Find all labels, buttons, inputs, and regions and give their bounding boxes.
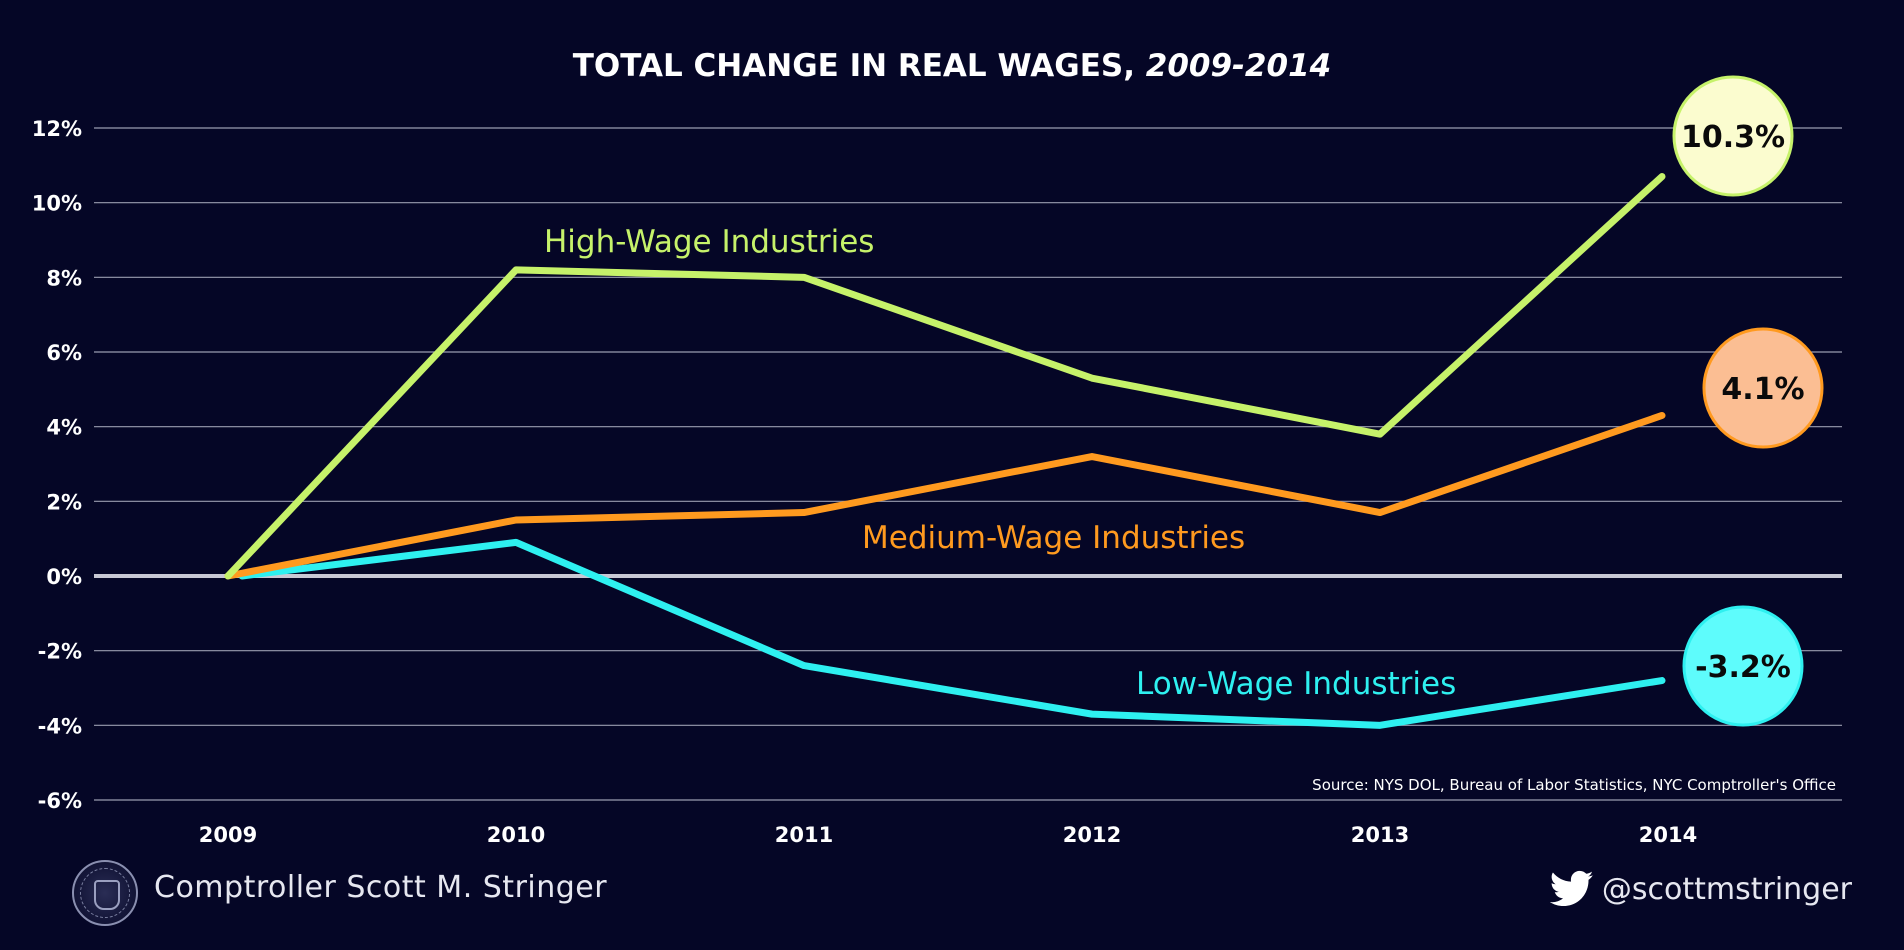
end-value-bubbles: 10.3% 4.1% -3.2% [1672,75,1824,727]
series-labels: High-Wage Industries Medium-Wage Industr… [544,224,1456,702]
series-label-high: High-Wage Industries [544,224,874,260]
series-lines [224,173,1666,729]
end-value-label: -3.2% [1695,650,1791,685]
y-tick-label: 6% [46,341,82,365]
series-label-medium: Medium-Wage Industries [862,520,1245,556]
end-value-label: 4.1% [1721,372,1804,407]
source-note: Source: NYS DOL, Bureau of Labor Statist… [1312,776,1836,794]
x-tick-label: 2010 [487,823,545,847]
y-tick-label: 0% [46,565,82,589]
x-tick-label: 2011 [775,823,833,847]
series-line [238,538,1666,729]
series-line [224,411,1666,580]
y-tick-label: 12% [32,117,82,141]
footer: Comptroller Scott M. Stringer @scottmstr… [0,840,1904,950]
y-tick-label: -2% [38,640,82,664]
x-tick-label: 2014 [1639,823,1697,847]
end-value-bubble [1682,605,1804,727]
twitter-handle[interactable]: @scottmstringer [1601,872,1852,907]
y-tick-label: 8% [46,266,82,290]
series-label-low: Low-Wage Industries [1136,666,1456,702]
comptroller-name: Comptroller Scott M. Stringer [154,870,608,905]
y-tick-label: -4% [38,714,82,738]
x-tick-label: 2013 [1351,823,1409,847]
y-tick-label: -6% [38,789,82,813]
y-tick-label: 4% [46,416,82,440]
end-value-bubble [1672,75,1794,197]
x-tick-label: 2009 [199,823,257,847]
end-value-bubble [1702,327,1824,449]
x-tick-label: 2012 [1063,823,1121,847]
x-axis: 2009 2010 2011 2012 2013 2014 [199,823,1697,847]
gridlines [94,127,1842,801]
y-tick-label: 10% [32,192,82,216]
city-seal-icon [72,860,138,926]
y-tick-label: 2% [46,490,82,514]
end-value-label: 10.3% [1681,120,1785,155]
y-axis: -6% -4% -2% 0% 2% 4% 6% 8% 10% 12% [32,117,82,813]
series-line [224,173,1666,580]
chart-title: TOTAL CHANGE IN REAL WAGES, 2009-2014 [573,48,1331,84]
twitter-bird-icon[interactable] [1550,870,1594,908]
